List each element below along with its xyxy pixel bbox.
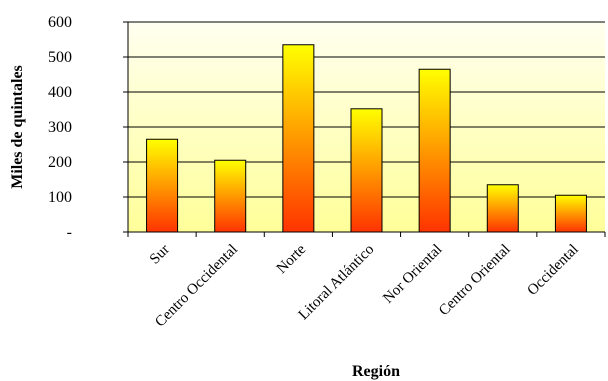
- y-tick-label: 300: [48, 119, 72, 136]
- bar: [350, 108, 383, 233]
- y-tick-label: 200: [48, 154, 72, 171]
- x-tick-label: Occidental: [525, 242, 582, 299]
- x-axis-title: Región: [352, 363, 400, 380]
- bars: [146, 44, 587, 233]
- x-tick-label: Sur: [147, 242, 173, 268]
- axes: [123, 21, 606, 237]
- y-tick-labels: - 100 200 300 400 500 600: [48, 14, 72, 241]
- bar: [146, 138, 179, 233]
- y-tick-label: -: [67, 224, 72, 241]
- bar: [554, 194, 587, 233]
- y-tick-label: 500: [48, 49, 72, 66]
- bar: [486, 184, 519, 233]
- bar: [214, 159, 247, 233]
- x-tick-label: Centro Oriental: [436, 242, 514, 320]
- bar: [282, 44, 315, 233]
- y-tick-label: 600: [48, 14, 72, 31]
- bar: [418, 68, 451, 233]
- x-tick-label: Nor Oriental: [380, 242, 445, 307]
- x-tick-label: Norte: [274, 241, 310, 277]
- y-tick-label: 400: [48, 84, 72, 101]
- y-tick-label: 100: [48, 189, 72, 206]
- y-axis-title: Miles de quintales: [9, 65, 26, 189]
